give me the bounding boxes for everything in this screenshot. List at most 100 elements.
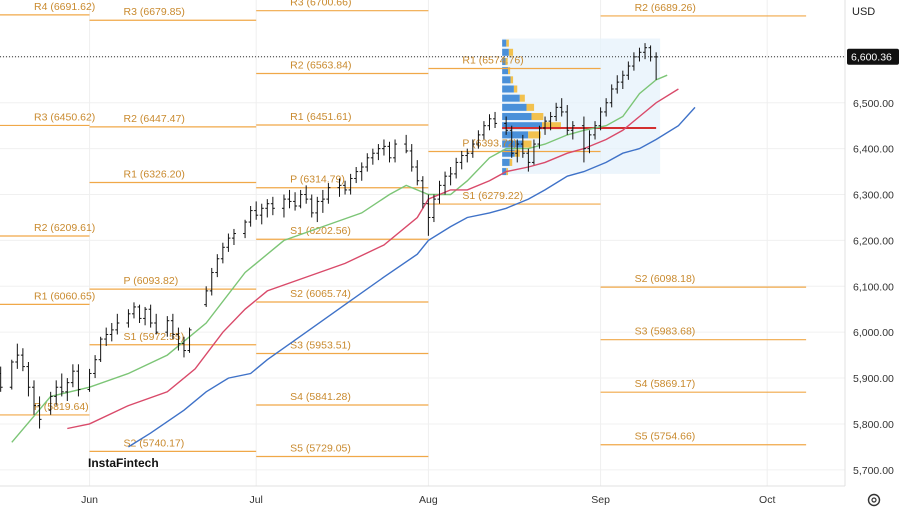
pivot-label-p: P (6314.79) [290, 174, 345, 186]
profile-bar-sell [522, 140, 532, 148]
ohlc-bar [265, 199, 270, 218]
ohlc-bar [404, 134, 409, 154]
ohlc-bar [65, 378, 70, 401]
profile-bar-sell [526, 103, 535, 111]
current-price-value: 6,600.36 [851, 52, 892, 64]
profile-bar-sell [505, 57, 508, 65]
ohlc-bar [165, 316, 170, 337]
pivot-label-s1: S1 (6279.22) [462, 190, 523, 202]
ohlc-bar [348, 173, 353, 195]
ohlc-bar [287, 189, 292, 209]
ohlc-bar [298, 189, 303, 209]
ohlc-bar [554, 102, 559, 122]
ohlc-bar [570, 121, 575, 140]
profile-bar-buy [502, 168, 507, 176]
pivot-label-s4: S4 (5841.28) [290, 391, 351, 403]
ohlc-bar [31, 380, 36, 415]
ohlc-bar [181, 336, 186, 358]
pivot-label-s4: S4 (5869.17) [635, 378, 696, 390]
pivot-label-s1: S1 (6202.56) [290, 225, 351, 237]
profile-bar-sell [513, 85, 518, 93]
pivot-label-r2: R2 (6209.61) [34, 222, 95, 234]
ohlc-bar [609, 84, 614, 108]
ohlc-bar [231, 228, 236, 245]
profile-bar-sell [519, 94, 525, 102]
x-tick-label: Aug [419, 494, 438, 506]
ohlc-bar [548, 111, 553, 131]
y-tick-label: 6,100.00 [853, 281, 894, 293]
ohlc-bar [126, 309, 131, 328]
ma-slow-line [128, 106, 696, 448]
profile-bar-buy [502, 158, 510, 166]
profile-bar-sell [510, 76, 514, 84]
ohlc-bar [131, 302, 136, 319]
ohlc-bar [187, 327, 192, 353]
ohlc-bar [54, 380, 59, 406]
ohlc-bar [487, 114, 492, 131]
ohlc-bar [620, 70, 625, 89]
ohlc-bar [26, 362, 31, 397]
ohlc-bar [454, 157, 459, 179]
pivot-label-s1: S1 (5972.55) [124, 331, 185, 343]
pivot-label-r3: R3 (6450.62) [34, 111, 95, 123]
ohlc-bar [481, 121, 486, 140]
ohlc-bar [526, 148, 531, 172]
ohlc-bar [359, 162, 364, 181]
ohlc-bar [87, 368, 92, 392]
profile-bar-sell [508, 67, 511, 75]
y-tick-label: 6,400.00 [853, 144, 894, 156]
ohlc-bar [520, 134, 525, 158]
current-price-tag: 6,600.36 [847, 48, 899, 65]
ohlc-bar [154, 313, 159, 335]
ohlc-bar [509, 125, 514, 158]
pivot-label-s5: S5 (5754.66) [635, 431, 696, 443]
pivot-label-r1: R1 (6574.76) [462, 54, 523, 66]
ohlc-bar [593, 121, 598, 140]
ohlc-bar [137, 304, 142, 323]
pivot-label-r3: R3 (6700.66) [290, 0, 351, 9]
logo-text: InstaFintech [88, 456, 159, 470]
ohlc-bar [420, 176, 425, 209]
ohlc-bar [15, 343, 20, 369]
ohlc-bars [0, 43, 659, 429]
pivot-label-r1: R1 (6451.61) [290, 111, 351, 123]
pivot-label-r2: R2 (6563.84) [290, 59, 351, 71]
pivot-label-r2: R2 (6447.47) [124, 113, 185, 125]
ohlc-bar [59, 373, 64, 397]
ohlc-bar [215, 254, 220, 278]
currency-selector[interactable]: USD [848, 0, 900, 22]
ohlc-bar [493, 111, 498, 128]
pivot-levels: R4 (6691.62) R3 (6450.62) R2 (6209.61) R1 (… [0, 0, 807, 458]
ohlc-bar [365, 153, 370, 172]
settings-gear-icon[interactable] [867, 493, 881, 507]
ohlc-bar [565, 105, 570, 135]
y-tick-label: 5,700.00 [853, 465, 894, 477]
ohlc-bar [109, 323, 114, 342]
ohlc-bar [337, 178, 342, 197]
ohlc-bar [393, 139, 398, 163]
ohlc-bar [587, 130, 592, 154]
ohlc-bar [293, 192, 298, 211]
ohlc-bar [115, 313, 120, 335]
ohlc-bar [504, 116, 509, 135]
profile-bar-sell [508, 48, 514, 56]
x-tick-label: Sep [591, 494, 610, 506]
ohlc-bar [470, 139, 475, 158]
ohlc-bar [448, 167, 453, 186]
ohlc-bar [476, 130, 481, 149]
pivot-label-p: P (5819.64) [34, 401, 89, 413]
profile-bar-buy [502, 94, 520, 102]
ohlc-bar [9, 359, 14, 390]
ohlc-bar [443, 171, 448, 195]
x-tick-label: Oct [759, 494, 775, 506]
x-tick-label: Jul [249, 494, 262, 506]
ohlc-bar [626, 61, 631, 80]
pivot-label-s2: S2 (6065.74) [290, 288, 351, 300]
ohlc-bar [281, 194, 286, 218]
x-tick-label: Jun [81, 494, 98, 506]
ohlc-bar [437, 180, 442, 204]
ohlc-bar [459, 150, 464, 170]
